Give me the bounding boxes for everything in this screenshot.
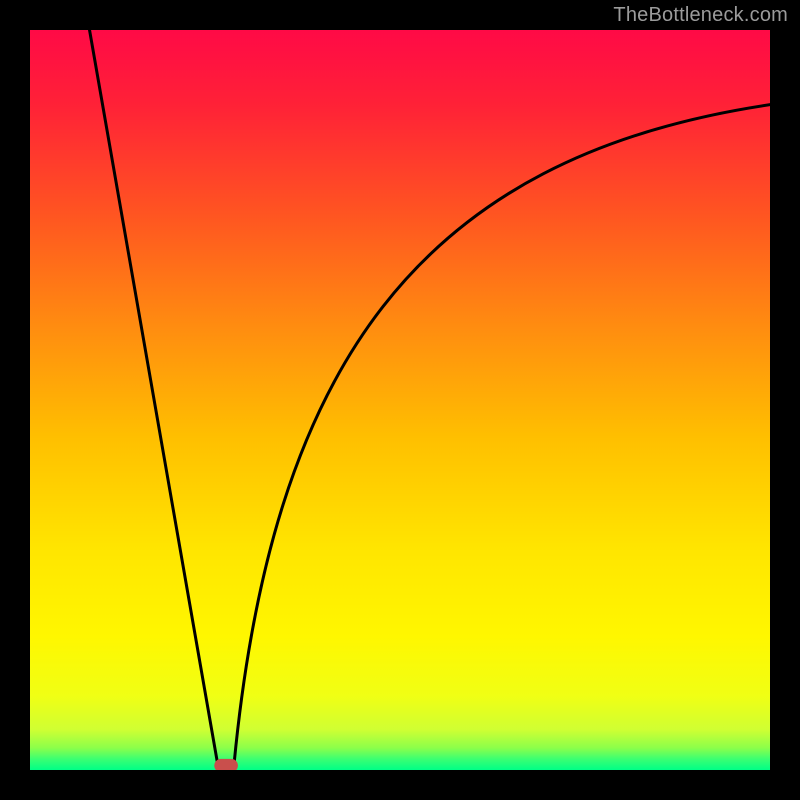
chart-frame: TheBottleneck.com bbox=[0, 0, 800, 800]
plot-svg bbox=[30, 30, 770, 770]
gradient-background bbox=[30, 30, 770, 770]
plot-area bbox=[30, 30, 770, 770]
minimum-marker bbox=[214, 759, 238, 770]
watermark-label: TheBottleneck.com bbox=[613, 4, 788, 27]
